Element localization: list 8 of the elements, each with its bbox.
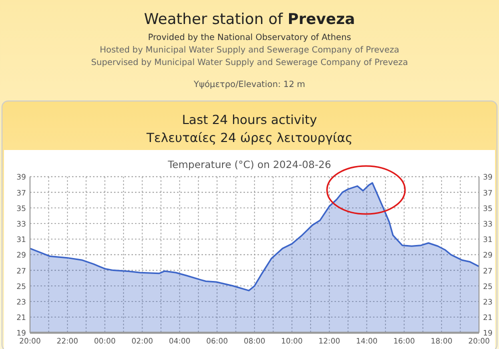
text: Supervised by Municipal Water Supply and Sewerage Company of Preveza [91, 58, 408, 68]
text: Last 24 hours activity [182, 112, 318, 127]
text: Υψόμετρο/Elevation: 12 m [192, 80, 306, 90]
text: Τελευταίες 24 ώρες λειτουργίας [145, 130, 353, 145]
chart-title: Temperature (°C) on 2024-08-26 [166, 160, 332, 171]
text: Weather station of Preveza [144, 10, 355, 28]
text: Hosted by Municipal Water Supply and Sewerage Company of Preveza [100, 46, 400, 56]
text: Provided by the National Observatory of Athens [148, 33, 352, 43]
